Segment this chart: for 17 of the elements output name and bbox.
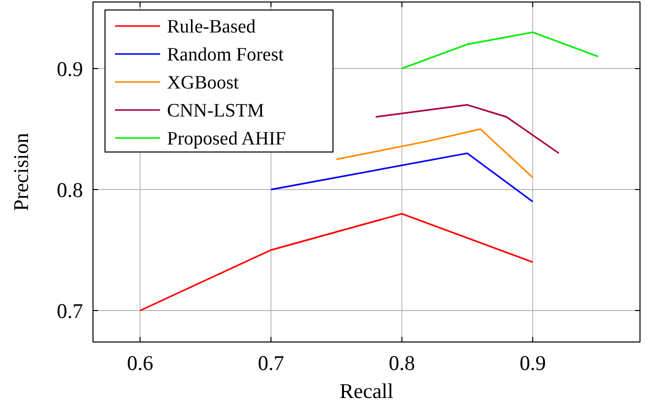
- legend-label: Random Forest: [167, 44, 284, 66]
- x-tick-label: 0.6: [126, 351, 154, 375]
- x-axis-title: Recall: [340, 379, 394, 403]
- y-tick-label: 0.9: [56, 56, 83, 81]
- line-series: [336, 128, 534, 178]
- line-series: [401, 31, 599, 70]
- x-tick-label: 0.9: [520, 351, 546, 375]
- legend-label: Proposed AHIF: [167, 128, 286, 150]
- y-tick-label: 0.7: [56, 298, 83, 323]
- line-series: [139, 212, 534, 312]
- legend-label: CNN-LSTM: [167, 100, 264, 122]
- y-tick-label: 0.8: [56, 178, 83, 202]
- legend-label: Rule-Based: [167, 16, 256, 38]
- legend-label: XGBoost: [167, 72, 240, 94]
- x-tick-label: 0.8: [388, 351, 415, 375]
- y-axis-title: Precision: [9, 132, 33, 212]
- x-tick-label: 0.7: [258, 351, 284, 375]
